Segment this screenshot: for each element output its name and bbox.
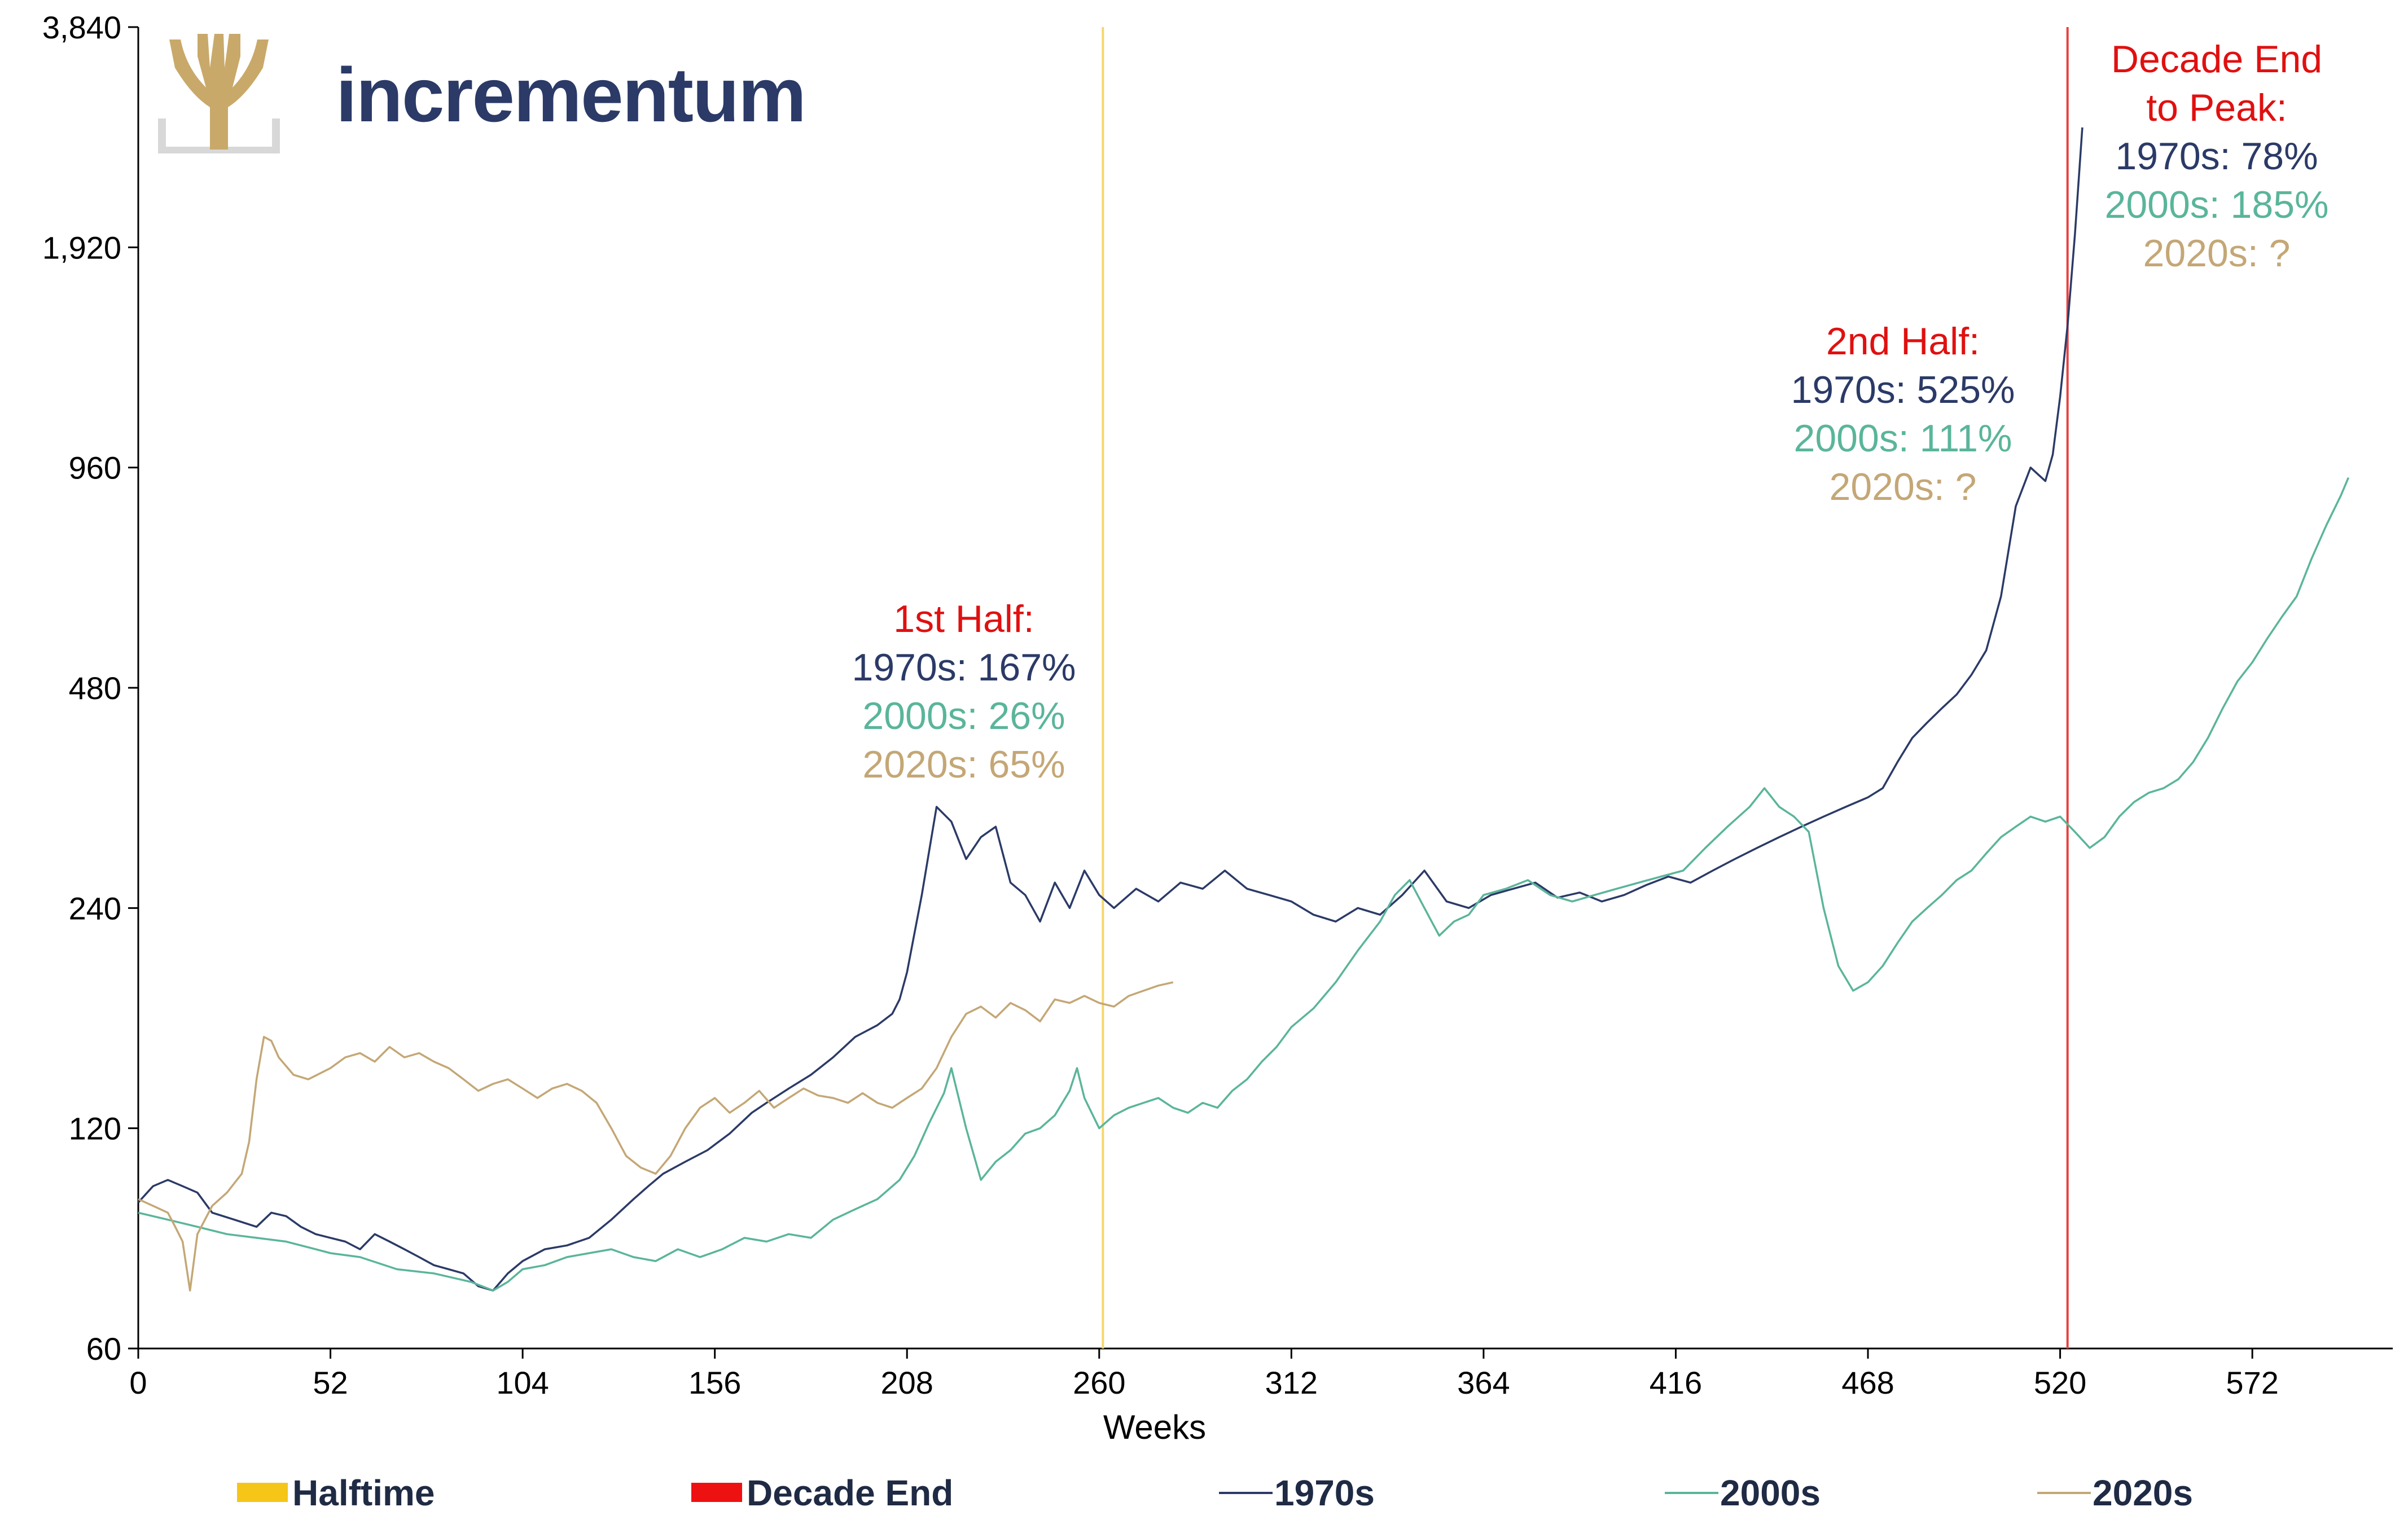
annotation-line: 1970s: 78% <box>2115 135 2318 178</box>
x-tick-label: 208 <box>881 1365 933 1400</box>
legend-label: 1970s <box>1274 1473 1375 1513</box>
x-axis-title: Weeks <box>1103 1408 1206 1446</box>
annotation-line: 2000s: 26% <box>862 695 1065 737</box>
axes: 60 120 240 480 960 1,920 3,840 0 52 104 156 208 260 3… <box>42 10 2393 1446</box>
y-tick-label: 3,840 <box>42 10 121 45</box>
series-lines <box>137 127 2350 1292</box>
tree-logo-icon <box>158 34 280 153</box>
legend-label: Decade End <box>747 1473 953 1513</box>
annotation-line: 1970s: 525% <box>1791 368 2015 411</box>
annotation-line: 1st Half: <box>893 598 1034 640</box>
x-tick-label: 364 <box>1457 1365 1510 1400</box>
annotation-line: 2020s: ? <box>2143 232 2291 275</box>
y-tick-label: 60 <box>86 1331 121 1367</box>
annotation-3: Decade End to Peak: 1970s: 78% 2000s: 185% 2… <box>2105 38 2329 275</box>
x-tick-label: 572 <box>2226 1365 2278 1400</box>
legend-swatch <box>237 1483 288 1502</box>
annotation-line: Decade End <box>2111 38 2322 81</box>
series-line-2000s <box>138 477 2350 1292</box>
x-tick-label: 520 <box>2034 1365 2086 1400</box>
brand-name: incrementum <box>336 52 805 138</box>
annotation-line: to Peak: <box>2146 86 2287 129</box>
x-tick-label: 468 <box>1841 1365 1894 1400</box>
x-tick-label: 104 <box>496 1365 549 1400</box>
x-tick-label: 156 <box>688 1365 741 1400</box>
legend-item-decade-end: Decade End <box>691 1473 953 1513</box>
annotation-line: 1970s: 167% <box>852 646 1076 689</box>
legend-label: 2000s <box>1720 1473 1821 1513</box>
annotation-2: 2nd Half: 1970s: 525% 2000s: 111% 2020s: ? <box>1791 320 2015 508</box>
y-tick-label: 240 <box>69 890 121 926</box>
legend-item-halftime: Halftime <box>237 1473 435 1513</box>
annotation-1: 1st Half: 1970s: 167% 2000s: 26% 2020s: 65% <box>852 598 1076 786</box>
x-tick-label: 416 <box>1650 1365 1702 1400</box>
y-tick-label: 1,920 <box>42 230 121 265</box>
annotation-line: 2000s: 111% <box>1794 417 2012 460</box>
annotation-line: 2000s: 185% <box>2105 183 2329 226</box>
vertical-markers <box>1102 27 2069 1348</box>
annotation-line: 2020s: 65% <box>862 743 1065 786</box>
y-tick-label: 480 <box>69 670 121 706</box>
legend: Halftime Decade End 1970s 2000s 2020s <box>237 1473 2193 1513</box>
x-tick-label: 312 <box>1265 1365 1318 1400</box>
legend-item-2000s: 2000s <box>1665 1473 1821 1513</box>
annotations: 1st Half: 1970s: 167% 2000s: 26% 2020s: 65%… <box>852 38 2329 786</box>
annotation-line: 2nd Half: <box>1826 320 1980 363</box>
x-tick-label: 260 <box>1073 1365 1125 1400</box>
legend-label: 2020s <box>2093 1473 2193 1513</box>
brand-logo: incrementum <box>158 34 806 153</box>
y-tick-label: 120 <box>69 1111 121 1147</box>
annotation-line: 2020s: ? <box>1830 465 1977 508</box>
series-line-1970s <box>137 127 2084 1292</box>
series-line-2020s <box>138 981 1174 1292</box>
y-tick-label: 960 <box>69 450 121 486</box>
x-tick-label: 52 <box>313 1365 348 1400</box>
legend-label: Halftime <box>292 1473 435 1513</box>
x-tick-label: 0 <box>129 1365 147 1400</box>
legend-swatch <box>691 1483 742 1502</box>
legend-item-2020s: 2020s <box>2037 1473 2193 1513</box>
legend-item-1970s: 1970s <box>1219 1473 1375 1513</box>
